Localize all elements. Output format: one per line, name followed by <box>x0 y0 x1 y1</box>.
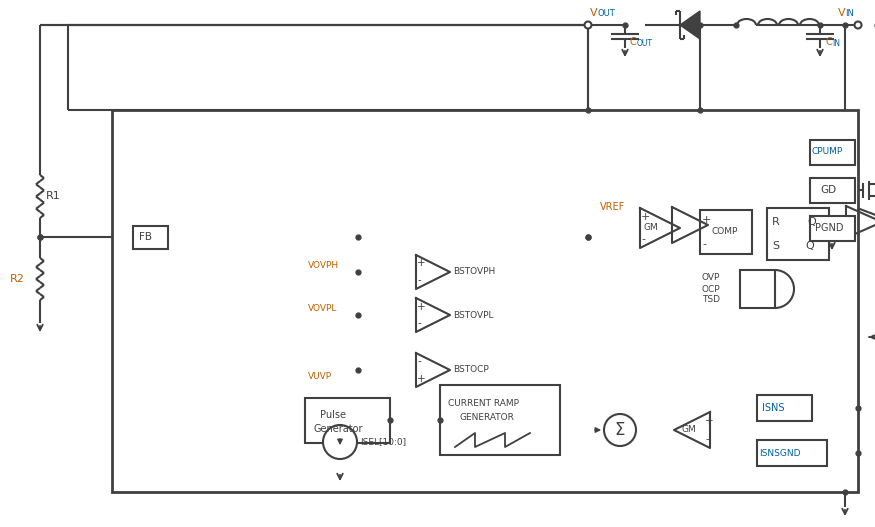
Bar <box>757 440 827 466</box>
Circle shape <box>855 22 862 28</box>
Polygon shape <box>680 11 700 39</box>
Bar <box>767 208 829 260</box>
Text: -: - <box>705 434 709 444</box>
Text: S: S <box>772 241 779 251</box>
Text: C: C <box>825 37 832 47</box>
Text: IN: IN <box>832 40 840 48</box>
Text: -: - <box>702 239 706 249</box>
Text: BSTOCP: BSTOCP <box>453 366 489 375</box>
Text: OVP: OVP <box>702 274 720 282</box>
Text: C: C <box>630 37 637 47</box>
Text: +: + <box>641 212 650 222</box>
Text: OUT: OUT <box>637 40 653 48</box>
Text: GD: GD <box>820 185 836 195</box>
Text: CURRENT RAMP: CURRENT RAMP <box>448 398 519 407</box>
Text: GM: GM <box>682 425 696 434</box>
Text: +: + <box>417 301 425 311</box>
Text: Q: Q <box>807 217 816 227</box>
Bar <box>133 226 168 249</box>
Text: CPUMP: CPUMP <box>812 148 843 157</box>
Text: VUVP: VUVP <box>308 372 332 382</box>
Text: -: - <box>417 318 421 328</box>
Text: Σ: Σ <box>615 421 626 439</box>
Text: ISEL[10:0]: ISEL[10:0] <box>360 437 406 446</box>
Text: ISNS: ISNS <box>762 403 785 413</box>
Text: ISNSGND: ISNSGND <box>759 448 801 457</box>
Text: -: - <box>417 276 421 286</box>
Bar <box>810 178 855 203</box>
Text: BSTOVPL: BSTOVPL <box>453 310 493 319</box>
Text: +: + <box>705 416 714 426</box>
Text: COMP: COMP <box>711 228 738 237</box>
Text: Generator: Generator <box>313 424 362 434</box>
Bar <box>700 210 752 254</box>
Bar <box>305 398 390 443</box>
Text: GENERATOR: GENERATOR <box>460 413 514 422</box>
Text: V: V <box>590 8 598 18</box>
Circle shape <box>323 425 357 459</box>
Text: R: R <box>772 217 780 227</box>
Text: OCP: OCP <box>702 285 721 294</box>
Bar <box>757 395 812 421</box>
Bar <box>740 270 775 308</box>
Text: IN: IN <box>845 9 854 18</box>
Text: TSD: TSD <box>702 296 720 305</box>
Circle shape <box>584 22 592 28</box>
Text: Q̅: Q̅ <box>805 241 814 251</box>
Text: VREF: VREF <box>600 202 626 212</box>
Text: R2: R2 <box>10 274 24 284</box>
Bar <box>440 385 560 455</box>
Text: -: - <box>641 234 645 244</box>
Bar <box>112 110 858 492</box>
Text: VOVPL: VOVPL <box>308 304 338 313</box>
Text: VOVPH: VOVPH <box>308 261 340 270</box>
Text: BSTOVPH: BSTOVPH <box>453 268 495 277</box>
Text: GM: GM <box>643 223 658 232</box>
Text: FB: FB <box>139 232 152 242</box>
Bar <box>810 216 855 241</box>
Text: -: - <box>417 356 421 366</box>
Circle shape <box>604 414 636 446</box>
Text: +: + <box>417 259 425 268</box>
Text: PGND: PGND <box>815 223 843 233</box>
Text: Pulse: Pulse <box>320 410 346 420</box>
Text: +: + <box>417 374 425 384</box>
Bar <box>810 140 855 165</box>
Text: R1: R1 <box>46 191 60 201</box>
Text: V: V <box>838 8 845 18</box>
Text: OUT: OUT <box>597 9 615 18</box>
Text: +: + <box>702 215 711 225</box>
